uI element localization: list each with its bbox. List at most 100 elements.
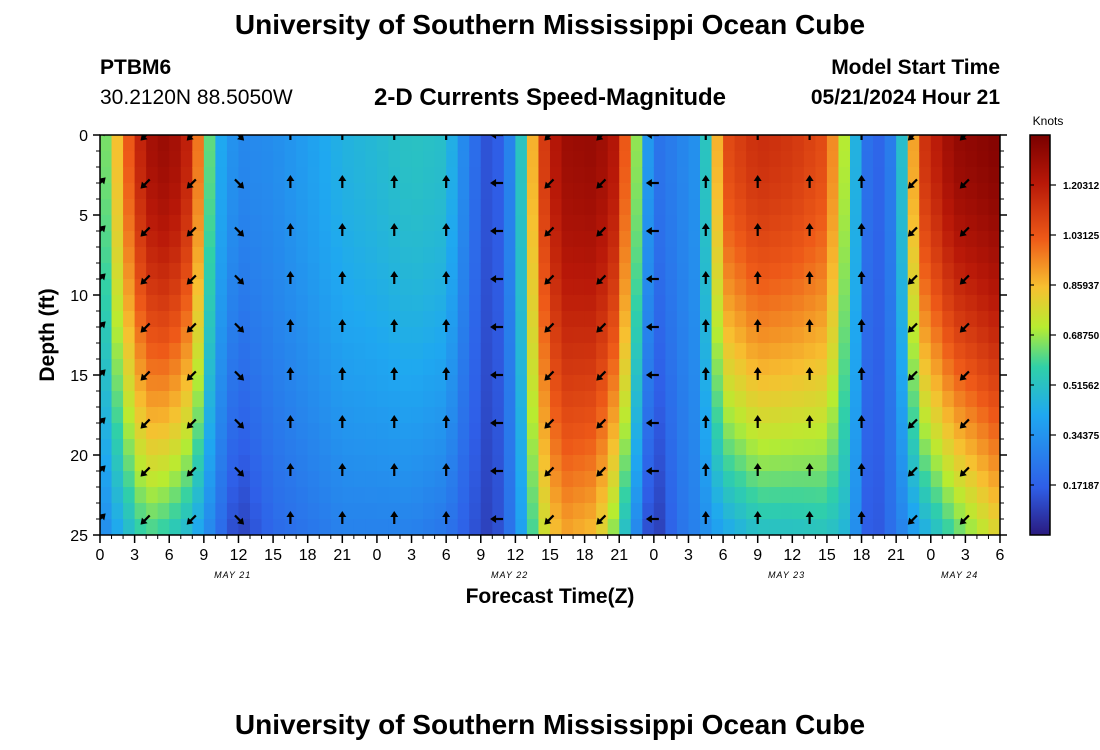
heatmap-cell [330,247,343,264]
heatmap-cell [619,231,632,248]
heatmap-cell [815,167,828,184]
heatmap-cell [376,231,390,248]
heatmap-cell [988,135,1000,152]
current-vector [645,227,659,235]
heatmap-cell [123,503,136,520]
heatmap-cell [203,167,216,184]
heatmap-cell [526,327,540,344]
current-vector [959,418,970,429]
heatmap-cell [769,359,782,376]
current-vector [140,514,151,525]
heatmap-cell [480,327,493,344]
heatmap-cell [769,487,782,504]
heatmap-cell [538,407,551,424]
heatmap-cell [226,199,240,216]
vector-head [959,277,967,285]
heatmap-cell [123,183,136,200]
heatmap-cell [780,487,793,504]
heatmap-cell [411,407,424,424]
heatmap-cell [503,263,516,280]
heatmap-cell [134,503,147,520]
heatmap-cell [607,183,620,200]
x-tick-label: 9 [753,547,762,564]
heatmap-cell [480,263,493,280]
heatmap-cell [630,439,643,456]
heatmap-cell [296,215,309,232]
heatmap-cell [861,263,874,280]
heatmap-cell [330,215,343,232]
heatmap-cell [919,359,932,376]
heatmap-cell [584,407,597,424]
current-vector [140,274,151,285]
heatmap-cell [630,359,643,376]
vector-head [338,223,347,229]
heatmap-cell [746,247,759,264]
heatmap-cell [457,231,470,248]
heatmap-cell [930,471,943,488]
heatmap-cell [792,391,805,408]
heatmap-cell [884,151,897,168]
heatmap-cell [976,519,990,535]
heatmap-cell [480,151,493,168]
heatmap-cell [573,199,586,216]
heatmap-cell [469,151,482,168]
heatmap-cell [596,343,609,360]
heatmap-cell [261,455,274,472]
vector-head [286,319,295,325]
heatmap-cell [688,359,701,376]
heatmap-cell [896,311,909,328]
heatmap-cell [896,455,909,472]
heatmap-cell [492,327,505,344]
heatmap-cell [434,135,447,152]
heatmap-cell [423,487,436,504]
heatmap-cell [284,279,297,296]
heatmap-cell [688,135,701,152]
heatmap-cell [100,183,113,200]
heatmap-cell [769,231,782,248]
heatmap-cell [215,311,228,328]
heatmap-cell [780,359,793,376]
heatmap-cell [803,343,816,360]
current-vector [442,319,451,332]
heatmap-cell [238,215,251,232]
heatmap-cell [700,487,713,504]
heatmap-cell [203,215,216,232]
heatmap-cell [930,199,943,216]
current-vector [390,511,399,524]
heatmap-cell [630,215,643,232]
heatmap-cell [653,471,666,488]
heatmap-cell [192,247,205,264]
colorbar-tick-label: 0.34375 [1063,431,1100,442]
heatmap-cell [134,439,147,456]
heatmap-cell [688,311,701,328]
heatmap-cell [111,199,124,216]
heatmap-cell [319,167,332,184]
heatmap-cell [607,455,620,472]
heatmap-cell [273,199,286,216]
heatmap-cell [584,391,597,408]
heatmap-cell [734,215,747,232]
heatmap-cell [434,343,447,360]
heatmap-cell [919,247,932,264]
current-vector [490,275,504,283]
heatmap-cell [550,231,563,248]
current-vectors [100,135,970,525]
heatmap-cell [711,311,724,328]
heatmap-cell [803,183,816,200]
heatmap-cell [884,135,897,152]
heatmap-cell [250,423,263,440]
heatmap-cell [353,231,366,248]
heatmap-cell [688,183,701,200]
heatmap-cell [826,343,840,360]
heatmap-cell [665,215,678,232]
current-vector [805,463,814,476]
heatmap-cell [515,183,528,200]
heatmap-cell [734,199,747,216]
heatmap-cell [250,311,263,328]
heatmap-cell [919,215,932,232]
vector-head [442,319,451,325]
heatmap-cell [203,471,216,488]
heatmap-cell [157,439,170,456]
heatmap-cell [169,167,182,184]
